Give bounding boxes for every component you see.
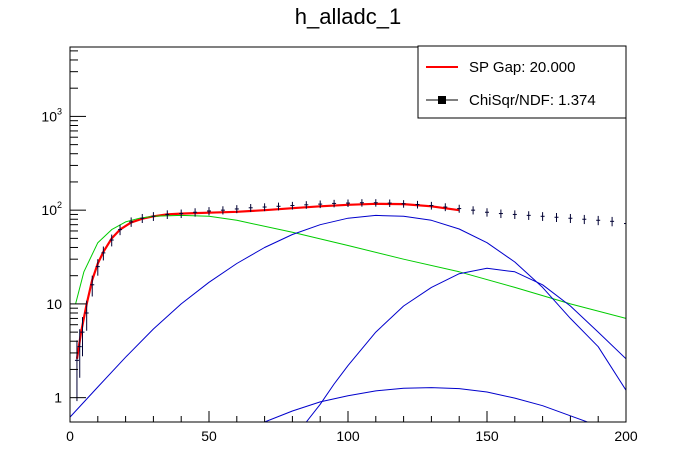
x-tick-label: 50: [201, 428, 217, 444]
y-tick-label: 10: [46, 296, 62, 312]
legend-label-chisq: ChiSqr/NDF: 1.374: [469, 92, 596, 109]
legend: SP Gap: 20.000 ChiSqr/NDF: 1.374: [417, 45, 627, 119]
component-curve-green: [75, 214, 626, 319]
component-curve-blue-3: [264, 387, 589, 422]
y-tick-label: 103: [41, 106, 62, 124]
chart-title: h_alladc_1: [294, 4, 402, 29]
component-curve-blue-1: [70, 214, 626, 418]
legend-marker-chisq: [438, 96, 446, 104]
legend-label-fit: SP Gap: 20.000: [469, 59, 575, 76]
component-curve-blue-2: [305, 267, 626, 422]
x-tick-label: 100: [336, 428, 360, 444]
y-tick-label: 102: [41, 200, 62, 218]
x-tick-label: 200: [614, 428, 638, 444]
y-tick-label: 1: [54, 390, 62, 406]
x-tick-label: 0: [66, 428, 74, 444]
legend-box: [417, 45, 627, 119]
x-tick-label: 150: [475, 428, 499, 444]
